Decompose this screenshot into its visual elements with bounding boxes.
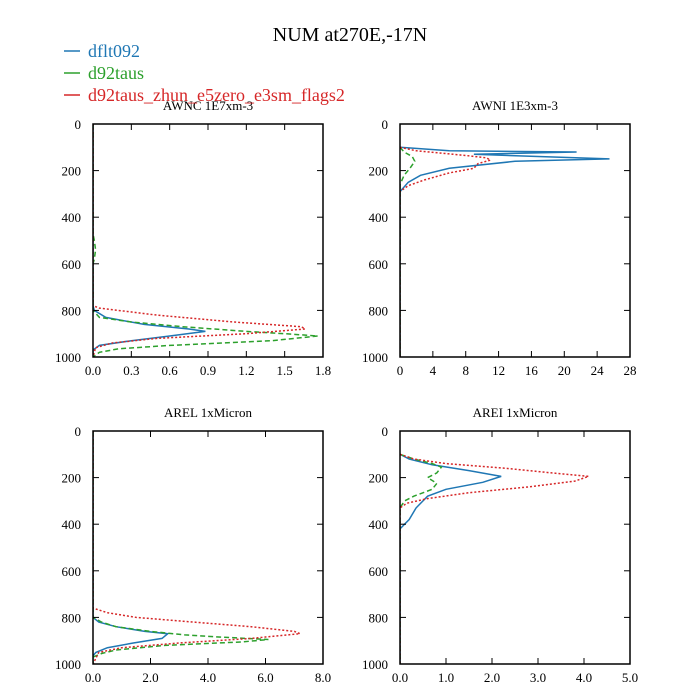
- y-tick-label-1-2: 400: [369, 210, 389, 225]
- x-tick-label-0-2: 0.6: [162, 363, 179, 378]
- x-tick-label-0-6: 1.8: [315, 363, 331, 378]
- series-line-2-2: [93, 431, 301, 664]
- x-tick-label-1-7: 28: [624, 363, 637, 378]
- y-tick-label-0-4: 800: [62, 303, 82, 318]
- x-tick-label-1-1: 4: [430, 363, 437, 378]
- x-tick-label-2-4: 8.0: [315, 670, 331, 685]
- x-tick-label-3-3: 3.0: [530, 670, 546, 685]
- y-tick-label-0-0: 0: [75, 117, 82, 132]
- x-tick-label-3-1: 1.0: [438, 670, 454, 685]
- legend-label-1: d92taus: [88, 63, 144, 83]
- x-tick-label-2-1: 2.0: [142, 670, 158, 685]
- x-tick-label-3-2: 2.0: [484, 670, 500, 685]
- series-line-1-2: [400, 146, 493, 357]
- legend: dflt092d92tausd92taus_zhun_e5zero_e3sm_f…: [64, 41, 345, 105]
- x-tick-label-0-4: 1.2: [238, 363, 254, 378]
- y-tick-label-3-5: 1000: [362, 657, 388, 672]
- y-tick-label-1-5: 1000: [362, 350, 388, 365]
- panel-3: AREI 1xMicron 0.0 1.0 2.0 3.0 4.0 5.0 0 200 400 60…: [362, 405, 638, 685]
- series-line-3-1: [400, 453, 443, 664]
- panel-1: AWNI 1E3xm-3 0 4 8 12 16 20 24 28 0 200 400 600 800 10…: [362, 98, 637, 378]
- x-tick-label-0-1: 0.3: [123, 363, 139, 378]
- x-tick-label-1-2: 8: [462, 363, 469, 378]
- panel-0: AWNC 1E7xm-3 0.0 0.3 0.6 0.9 1.2 1.5 1.8 0 200 400…: [55, 98, 331, 378]
- x-tick-label-0-0: 0.0: [85, 363, 101, 378]
- y-tick-label-2-1: 200: [62, 471, 82, 486]
- legend-label-2: d92taus_zhun_e5zero_e3sm_flags2: [88, 85, 345, 105]
- panel-frame-3: [399, 430, 631, 665]
- x-tick-label-2-2: 4.0: [200, 670, 216, 685]
- series-line-2-0: [93, 431, 170, 664]
- series-line-2-1: [93, 431, 269, 664]
- y-tick-label-0-2: 400: [62, 210, 82, 225]
- chart-panels: AWNC 1E7xm-30.0 0.3 0.6 0.9 1.2 1.5 1.80200400…: [55, 98, 638, 685]
- legend-label-0: dflt092: [88, 41, 140, 61]
- y-tick-label-0-1: 200: [62, 164, 82, 179]
- x-tick-label-2-0: 0.0: [85, 670, 101, 685]
- y-tick-label-1-0: 0: [382, 117, 389, 132]
- panel-title-1: AWNI 1E3xm-3: [472, 98, 558, 113]
- y-tick-label-3-4: 800: [369, 610, 389, 625]
- series-line-1-0: [400, 146, 610, 357]
- y-tick-label-2-4: 800: [62, 610, 82, 625]
- panel-frame-1: [399, 123, 631, 358]
- series-line-3-2: [400, 453, 589, 664]
- x-tick-label-3-0: 0.0: [392, 670, 408, 685]
- y-tick-label-2-2: 400: [62, 517, 82, 532]
- y-tick-label-1-3: 600: [369, 257, 389, 272]
- x-tick-label-1-6: 24: [591, 363, 605, 378]
- y-tick-label-1-4: 800: [369, 303, 389, 318]
- y-tick-label-0-3: 600: [62, 257, 82, 272]
- panel-2: AREL 1xMicron 0.0 2.0 4.0 6.0 8.0 0 200 400 600 80…: [55, 405, 331, 685]
- y-tick-label-2-5: 1000: [55, 657, 81, 672]
- x-tick-label-0-5: 1.5: [277, 363, 293, 378]
- x-tick-label-1-5: 20: [558, 363, 571, 378]
- y-tick-label-2-3: 600: [62, 564, 82, 579]
- series-line-1-1: [400, 146, 416, 357]
- y-tick-label-3-2: 400: [369, 517, 389, 532]
- x-tick-label-0-3: 0.9: [200, 363, 216, 378]
- y-tick-label-3-1: 200: [369, 471, 389, 486]
- x-tick-label-1-4: 16: [525, 363, 539, 378]
- chart-main-title: NUM at270E,-17N: [273, 24, 427, 46]
- y-tick-label-3-3: 600: [369, 564, 389, 579]
- x-tick-label-1-3: 12: [492, 363, 505, 378]
- series-line-0-2: [93, 124, 308, 357]
- y-tick-label-3-0: 0: [382, 424, 389, 439]
- series-line-0-1: [93, 124, 318, 357]
- y-tick-label-0-5: 1000: [55, 350, 81, 365]
- panel-title-0: AWNC 1E7xm-3: [163, 98, 253, 113]
- series-line-0-0: [93, 124, 206, 357]
- x-tick-label-1-0: 0: [397, 363, 404, 378]
- y-tick-label-1-1: 200: [369, 164, 389, 179]
- series-line-3-0: [400, 453, 502, 664]
- y-tick-label-2-0: 0: [75, 424, 82, 439]
- panel-title-3: AREI 1xMicron: [473, 405, 558, 420]
- x-tick-label-3-5: 5.0: [622, 670, 638, 685]
- panel-title-2: AREL 1xMicron: [164, 405, 252, 420]
- x-tick-label-3-4: 4.0: [576, 670, 592, 685]
- x-tick-label-2-3: 6.0: [257, 670, 273, 685]
